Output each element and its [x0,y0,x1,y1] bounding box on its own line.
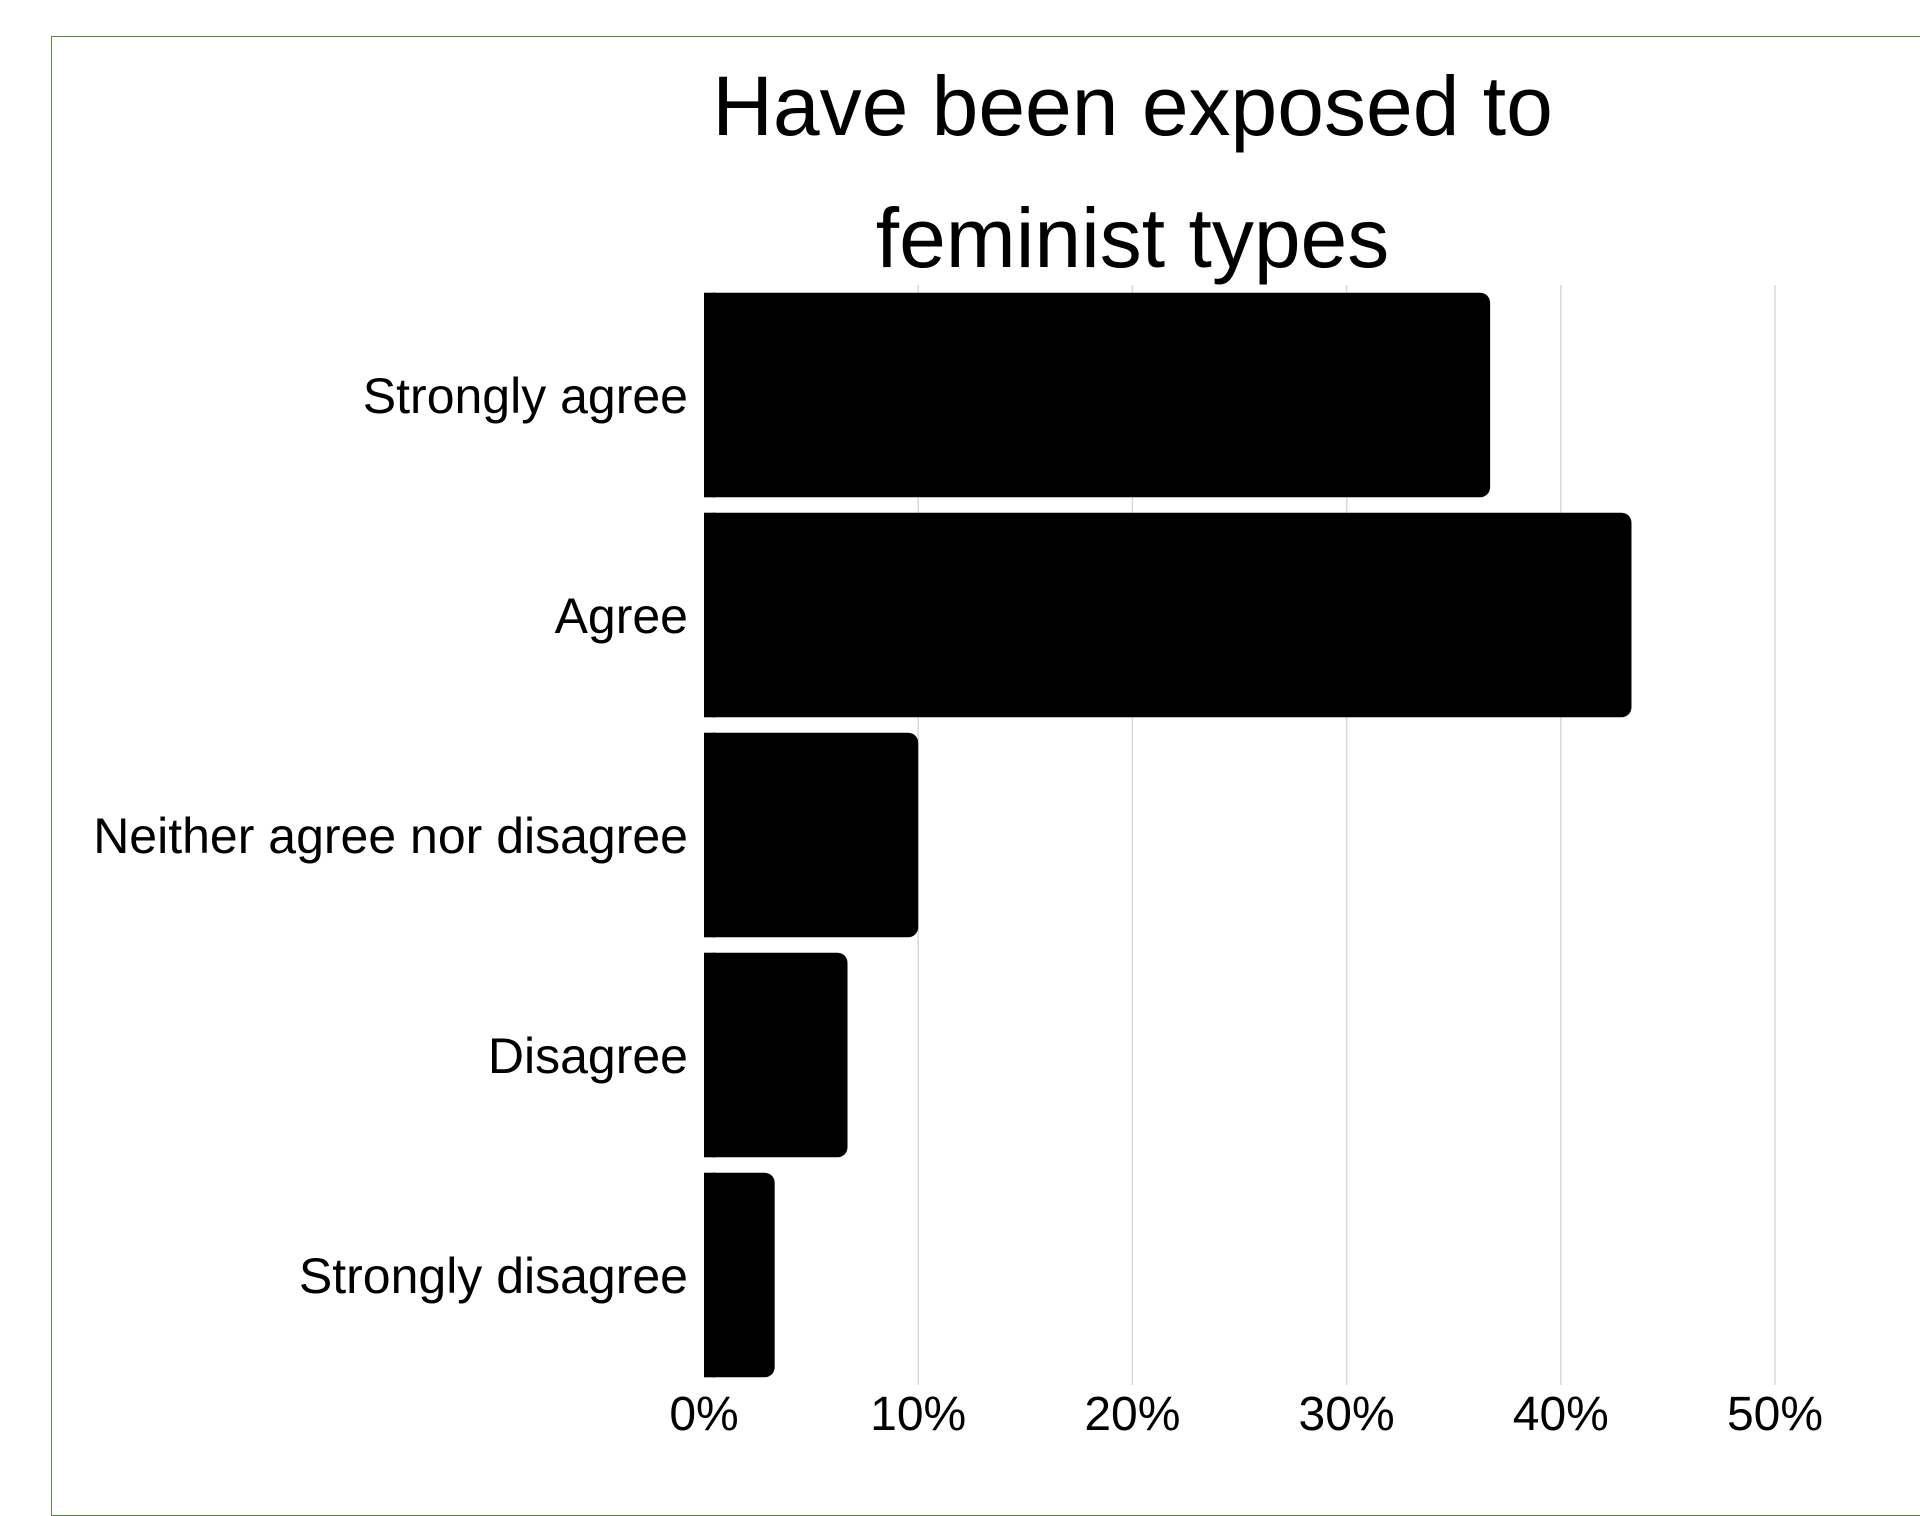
bar-edge [704,1173,716,1378]
category-label: Disagree [488,1028,688,1084]
category-labels: Strongly agree Agree Neither agree nor dis… [93,368,688,1304]
bar [704,513,1631,718]
bar-edge [704,733,716,938]
x-tick-label: 40% [1513,1388,1609,1441]
bar-edge [704,513,716,718]
x-tick-label: 0% [669,1388,738,1441]
bar-edge [704,293,716,498]
category-label: Strongly disagree [299,1248,688,1304]
bar-edge [704,953,716,1158]
category-label: Agree [555,588,688,644]
x-tick-label: 10% [870,1388,966,1441]
bar [704,293,1490,498]
bar [704,733,918,938]
category-label: Strongly agree [363,368,688,424]
x-tick-label: 20% [1084,1388,1180,1441]
bar-chart: Strongly agree Agree Neither agree nor dis… [0,0,1920,1475]
x-tick-label: 50% [1727,1388,1823,1441]
bars [704,293,1631,1378]
x-axis-tick-labels: 0% 10% 20% 30% 40% 50% [669,1388,1823,1441]
bar [704,953,848,1158]
x-tick-label: 30% [1299,1388,1395,1441]
category-label: Neither agree nor disagree [93,808,688,864]
